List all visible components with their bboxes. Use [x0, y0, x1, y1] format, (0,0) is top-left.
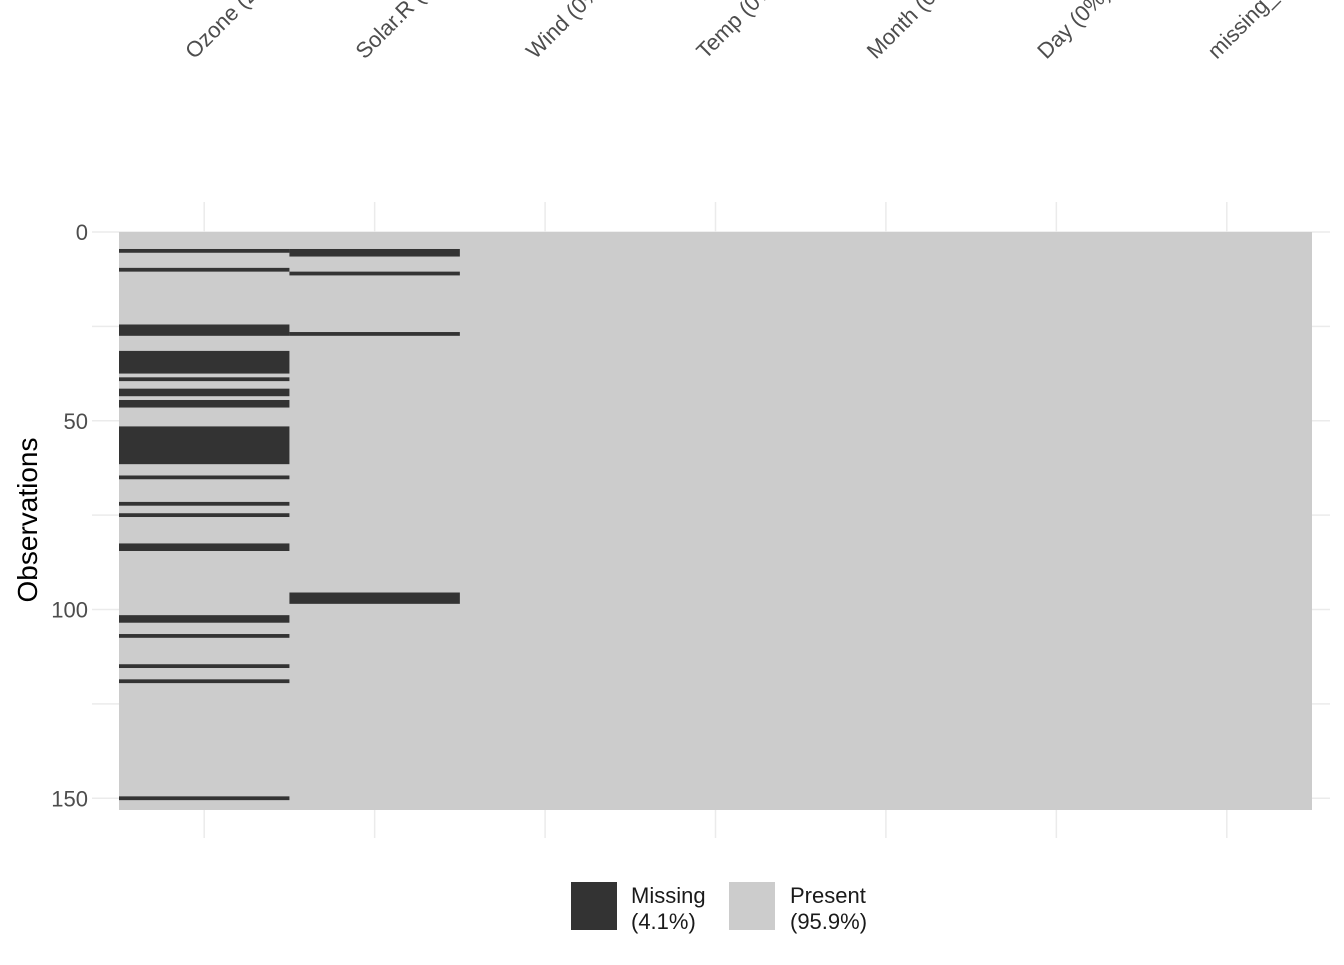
y-axis-title: Observations — [12, 438, 43, 603]
y-axis-ticks: 0 50 100 150 — [51, 220, 88, 811]
column-label: Ozone (24%) — [180, 0, 289, 64]
column-labels: Ozone (24%) Solar.R (5%) Wind (0%) Temp (0%… — [180, 0, 1282, 64]
missing-cell — [119, 388, 290, 397]
missing-cell — [119, 679, 290, 684]
present-background — [119, 232, 1312, 810]
missing-cell — [119, 664, 290, 669]
missing-cell — [119, 267, 290, 272]
missing-cell — [289, 271, 460, 276]
missing-cell — [119, 501, 290, 506]
missing-cell — [119, 350, 290, 374]
missing-cell — [119, 377, 290, 382]
missing-cell — [119, 615, 290, 623]
column-label: Solar.R (5%) — [351, 0, 457, 64]
column-label: Day (0%) — [1032, 0, 1115, 64]
legend-swatch — [571, 882, 617, 930]
missing-cell — [119, 324, 290, 336]
column-label: Wind (0%) — [521, 0, 611, 64]
missing-cell — [119, 513, 290, 518]
legend-label: Present — [790, 883, 866, 908]
plot-area — [119, 232, 1312, 810]
missing-cell — [289, 332, 460, 336]
y-tick-label: 100 — [51, 598, 88, 623]
missing-cell — [119, 426, 290, 465]
y-tick-label: 150 — [51, 786, 88, 811]
missing-cell — [119, 475, 290, 480]
missing-cell — [119, 248, 290, 253]
missing-cell — [289, 248, 460, 257]
missing-cell — [119, 399, 290, 408]
column-label: Temp (0%) — [691, 0, 784, 64]
missing-cell — [289, 592, 460, 604]
missing-cell — [119, 796, 290, 801]
legend-label: Missing — [631, 883, 706, 908]
y-tick-label: 0 — [76, 220, 88, 245]
missing-cell — [119, 543, 290, 551]
column-label: Month (0%) — [862, 0, 960, 64]
legend-percent: (4.1%) — [631, 909, 696, 934]
legend-percent: (95.9%) — [790, 909, 867, 934]
y-tick-label: 50 — [64, 409, 88, 434]
legend-swatch — [729, 882, 775, 930]
column-label: missing_ — [1203, 0, 1283, 64]
missing-cells — [119, 248, 460, 801]
legend: Missing(4.1%) Present(95.9%) — [571, 882, 867, 934]
missing-cell — [119, 634, 290, 638]
